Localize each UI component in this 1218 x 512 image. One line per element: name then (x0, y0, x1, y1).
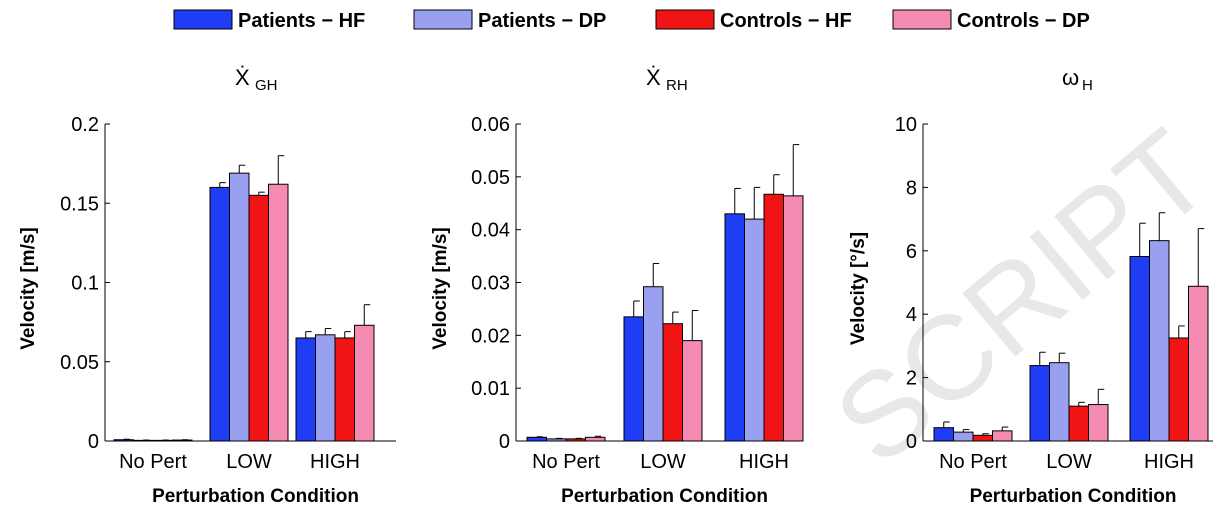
panel-title-subscript: H (1082, 77, 1093, 94)
bar (744, 218, 765, 442)
bar (682, 340, 703, 442)
y-tick-label: 0 (499, 431, 510, 453)
x-tick-label: HIGH (310, 451, 360, 473)
x-tick-label: HIGH (739, 451, 789, 473)
bar (724, 213, 745, 442)
panel-title-subscript: GH (255, 77, 278, 94)
chart-panels: Ẋ GH 0 0.05 0.1 0.15 0.2 No Pert LOW HIGH Perturba… (18, 65, 1213, 507)
bar (315, 334, 336, 442)
bar (248, 194, 269, 442)
bar (229, 172, 250, 442)
x-tick-label: No Pert (119, 451, 187, 473)
panel-title: Ẋ (646, 65, 661, 90)
y-axis-label: Velocity [m/s] (18, 227, 39, 350)
panel-title: Ẋ (235, 65, 250, 90)
y-axis-label: Velocity [m/s] (430, 227, 451, 350)
panel-title-subscript: RH (666, 77, 688, 94)
legend-swatch (173, 9, 233, 30)
legend-swatch (413, 9, 473, 30)
x-tick-label: LOW (226, 451, 272, 473)
bar (1068, 405, 1089, 442)
y-tick-label: 4 (906, 304, 917, 326)
legend-item: Patients − HF (173, 9, 365, 32)
x-tick-label: No Pert (939, 451, 1007, 473)
legend-item: Controls − HF (655, 9, 852, 32)
panel-title: ω (1062, 65, 1079, 90)
bar (354, 324, 375, 442)
y-tick-label: 0.05 (60, 352, 99, 374)
bar (1168, 337, 1189, 442)
x-axis-label: Perturbation Condition (152, 486, 359, 507)
y-tick-label: 0.1 (71, 273, 99, 295)
bar (546, 438, 567, 442)
bar (783, 195, 804, 442)
legend-label: Patients − DP (478, 10, 606, 32)
x-axis-label: Perturbation Condition (561, 486, 768, 507)
bar (1149, 240, 1170, 442)
legend: Patients − HF Patients − DP Controls − HF C… (173, 9, 1090, 32)
bar (972, 434, 993, 442)
bar (933, 427, 954, 442)
y-tick-label: 10 (895, 114, 917, 136)
y-axis-label: Velocity [°/s] (848, 232, 869, 345)
bar (623, 316, 644, 442)
y-tick-label: 0 (906, 431, 917, 453)
bar (953, 431, 974, 442)
y-tick-label: 6 (906, 241, 917, 263)
y-tick-label: 0.04 (471, 220, 510, 242)
bar (334, 337, 355, 442)
bar (763, 193, 784, 442)
bar (565, 438, 586, 442)
bar (209, 186, 230, 442)
chart-panel: Ẋ GH 0 0.05 0.1 0.15 0.2 No Pert LOW HIGH Perturba… (18, 65, 396, 507)
bar (1188, 285, 1209, 442)
bar (1088, 404, 1109, 442)
y-tick-label: 0.2 (71, 114, 99, 136)
y-tick-label: 0.15 (60, 193, 99, 215)
legend-label: Controls − HF (720, 10, 852, 32)
bar (643, 286, 664, 442)
bar (113, 439, 134, 442)
y-tick-label: 0.02 (471, 325, 510, 347)
bar (1049, 362, 1070, 442)
legend-label: Controls − DP (957, 10, 1090, 32)
legend-label: Patients − HF (238, 10, 365, 32)
y-tick-label: 8 (906, 177, 917, 199)
y-tick-label: 0.03 (471, 273, 510, 295)
y-tick-label: 0.06 (471, 114, 510, 136)
bar (585, 436, 606, 442)
legend-swatch (892, 9, 952, 30)
y-tick-label: 2 (906, 368, 917, 390)
bar (1029, 365, 1050, 442)
legend-swatch (655, 9, 715, 30)
chart-panel: Ẋ RH 0 0.01 0.02 0.03 0.04 0.05 0.06 No Pert LOW HI… (430, 65, 804, 507)
bar (662, 323, 683, 442)
x-tick-label: No Pert (532, 451, 600, 473)
bar (295, 337, 316, 442)
y-tick-label: 0.05 (471, 167, 510, 189)
legend-item: Patients − DP (413, 9, 606, 32)
bar (526, 436, 547, 442)
x-tick-label: LOW (1046, 451, 1092, 473)
chart-panel: ω H 0 2 4 6 8 10 No Pert LOW HIGH Perturbation Cond… (848, 65, 1213, 507)
bar (268, 183, 289, 442)
x-tick-label: LOW (640, 451, 686, 473)
x-tick-label: HIGH (1144, 451, 1194, 473)
bar (1129, 256, 1150, 442)
legend-item: Controls − DP (892, 9, 1090, 32)
y-tick-label: 0.01 (471, 378, 510, 400)
x-axis-label: Perturbation Condition (970, 486, 1177, 507)
bar (992, 430, 1013, 442)
y-tick-label: 0 (88, 431, 99, 453)
